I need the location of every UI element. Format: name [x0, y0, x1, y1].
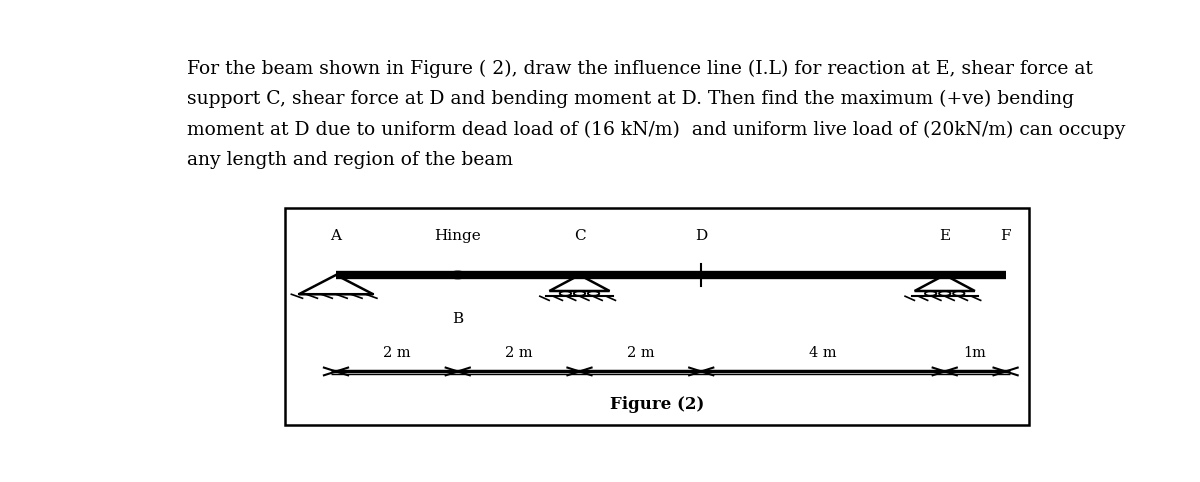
Text: A: A: [330, 229, 342, 243]
Text: any length and region of the beam: any length and region of the beam: [187, 151, 514, 169]
Text: F: F: [1001, 229, 1010, 243]
Text: C: C: [574, 229, 586, 243]
Text: D: D: [695, 229, 707, 243]
Text: 2 m: 2 m: [505, 347, 533, 361]
Text: moment at D due to uniform dead load of (16 kN/m)  and uniform live load of (20k: moment at D due to uniform dead load of …: [187, 120, 1126, 139]
Text: Figure (2): Figure (2): [610, 396, 704, 414]
Text: 4 m: 4 m: [809, 347, 836, 361]
Text: 1m: 1m: [964, 347, 986, 361]
Text: 2 m: 2 m: [626, 347, 654, 361]
Text: B: B: [452, 312, 463, 326]
Text: Hinge: Hinge: [434, 229, 481, 243]
Bar: [284, 208, 1028, 425]
Text: E: E: [940, 229, 950, 243]
Text: support C, shear force at D and bending moment at D. Then find the maximum (+ve): support C, shear force at D and bending …: [187, 90, 1074, 108]
Circle shape: [449, 271, 467, 279]
Text: For the beam shown in Figure ( 2), draw the influence line (I.L) for reaction at: For the beam shown in Figure ( 2), draw …: [187, 60, 1093, 78]
Text: 2 m: 2 m: [383, 347, 410, 361]
